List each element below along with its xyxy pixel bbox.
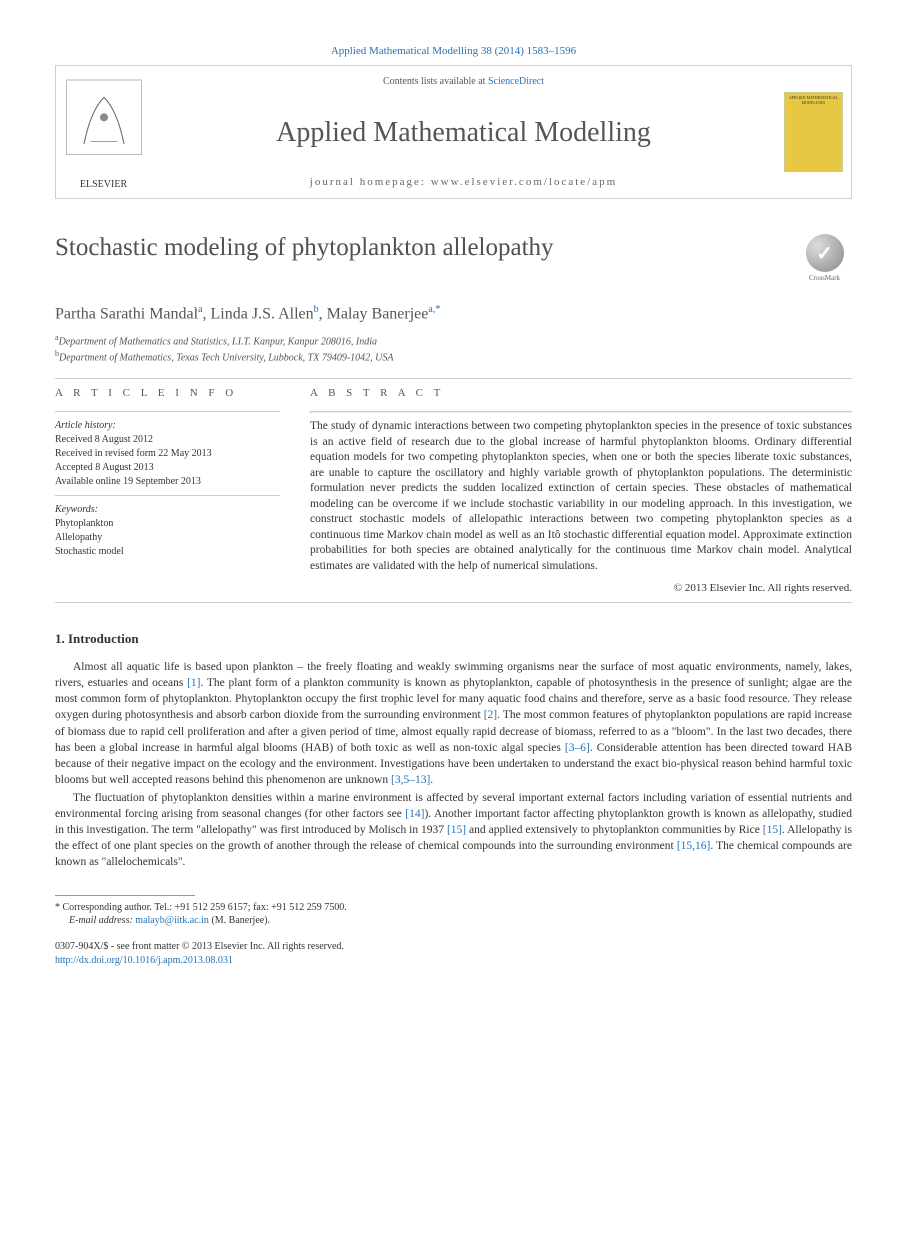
- keyword-2: Allelopathy: [55, 531, 280, 545]
- abstract-label: A B S T R A C T: [310, 387, 852, 399]
- keyword-1: Phytoplankton: [55, 517, 280, 531]
- history-head: Article history:: [55, 420, 280, 431]
- homepage-url[interactable]: www.elsevier.com/locate/apm: [431, 176, 617, 188]
- author-1[interactable]: Partha Sarathi Mandal: [55, 305, 198, 322]
- copyright-line: © 2013 Elsevier Inc. All rights reserved…: [310, 582, 852, 594]
- divider: [55, 602, 852, 603]
- received-date: Received 8 August 2012: [55, 433, 280, 447]
- abstract-text: The study of dynamic interactions betwee…: [310, 419, 852, 574]
- authors-line: Partha Sarathi Mandala, Linda J.S. Allen…: [55, 304, 852, 323]
- author-2-aff[interactable]: b: [314, 304, 319, 315]
- abstract-column: A B S T R A C T The study of dynamic int…: [310, 387, 852, 594]
- p2c: and applied extensively to phytoplankton…: [466, 824, 763, 836]
- affiliation-b: bDepartment of Mathematics, Texas Tech U…: [55, 349, 852, 363]
- article-title: Stochastic modeling of phytoplankton all…: [55, 234, 797, 262]
- journal-cover-image: APPLIED MATHEMATICAL MODELLING: [784, 92, 843, 172]
- contents-prefix: Contents lists available at: [383, 76, 488, 87]
- journal-title: Applied Mathematical Modelling: [166, 117, 761, 149]
- accepted-date: Accepted 8 August 2013: [55, 461, 280, 475]
- sciencedirect-link[interactable]: ScienceDirect: [488, 76, 544, 87]
- author-3[interactable]: Malay Banerjee: [327, 305, 429, 322]
- ref-link-6[interactable]: [15]: [447, 824, 466, 836]
- footer-bottom: 0307-904X/$ - see front matter © 2013 El…: [55, 940, 852, 967]
- ref-link-8[interactable]: [15,16]: [677, 840, 711, 852]
- ref-link-1[interactable]: [1]: [187, 677, 200, 689]
- divider: [310, 411, 852, 413]
- contents-line: Contents lists available at ScienceDirec…: [166, 76, 761, 87]
- intro-paragraph-1: Almost all aquatic life is based upon pl…: [55, 659, 852, 788]
- author-3-aff[interactable]: a,*: [428, 304, 440, 315]
- crossmark-badge[interactable]: ✓ CrossMark: [797, 234, 852, 289]
- elsevier-logo[interactable]: ELSEVIER: [56, 66, 151, 198]
- aff-text-b: Department of Mathematics, Texas Tech Un…: [59, 352, 394, 363]
- info-label: A R T I C L E I N F O: [55, 387, 280, 399]
- crossmark-icon: ✓: [806, 234, 844, 272]
- affiliations: aDepartment of Mathematics and Statistic…: [55, 333, 852, 363]
- p1e: .: [430, 774, 433, 786]
- ref-link-5[interactable]: [14]: [405, 808, 424, 820]
- keywords-head: Keywords:: [55, 504, 280, 515]
- info-abstract-row: A R T I C L E I N F O Article history: R…: [55, 387, 852, 594]
- email-link[interactable]: malayb@iitk.ac.in: [135, 915, 209, 926]
- keyword-3: Stochastic model: [55, 545, 280, 559]
- ref-link-2[interactable]: [2]: [484, 709, 497, 721]
- title-row: Stochastic modeling of phytoplankton all…: [55, 234, 852, 289]
- crossmark-label: CrossMark: [809, 274, 840, 282]
- corresponding-author: * Corresponding author. Tel.: +91 512 25…: [55, 902, 852, 913]
- section-heading-intro: 1. Introduction: [55, 631, 852, 647]
- footnote-divider: [55, 895, 195, 896]
- front-matter-line: 0307-904X/$ - see front matter © 2013 El…: [55, 940, 852, 954]
- email-label: E-mail address:: [69, 915, 135, 926]
- intro-body: Almost all aquatic life is based upon pl…: [55, 659, 852, 870]
- intro-paragraph-2: The fluctuation of phytoplankton densiti…: [55, 790, 852, 870]
- homepage-prefix: journal homepage:: [310, 176, 431, 188]
- divider: [55, 378, 852, 379]
- journal-cover[interactable]: APPLIED MATHEMATICAL MODELLING: [776, 66, 851, 198]
- online-date: Available online 19 September 2013: [55, 475, 280, 489]
- divider: [55, 495, 280, 496]
- header-citation: Applied Mathematical Modelling 38 (2014)…: [55, 45, 852, 57]
- doi-link[interactable]: http://dx.doi.org/10.1016/j.apm.2013.08.…: [55, 955, 233, 966]
- author-1-aff[interactable]: a: [198, 304, 202, 315]
- affiliation-a: aDepartment of Mathematics and Statistic…: [55, 333, 852, 347]
- article-info-column: A R T I C L E I N F O Article history: R…: [55, 387, 280, 594]
- cover-title: APPLIED MATHEMATICAL MODELLING: [785, 93, 842, 107]
- email-line: E-mail address: malayb@iitk.ac.in (M. Ba…: [55, 915, 852, 926]
- revised-date: Received in revised form 22 May 2013: [55, 447, 280, 461]
- ref-link-7[interactable]: [15]: [763, 824, 782, 836]
- author-2[interactable]: Linda J.S. Allen: [211, 305, 314, 322]
- ref-link-4[interactable]: [3,5–13]: [391, 774, 430, 786]
- header-center: Contents lists available at ScienceDirec…: [151, 66, 776, 198]
- aff-text-a: Department of Mathematics and Statistics…: [59, 337, 377, 348]
- elsevier-logo-text: ELSEVIER: [64, 179, 144, 190]
- ref-link-3[interactable]: [3–6]: [565, 742, 590, 754]
- divider: [55, 411, 280, 412]
- email-author: (M. Banerjee).: [209, 915, 270, 926]
- homepage-line: journal homepage: www.elsevier.com/locat…: [166, 176, 761, 188]
- header-box: ELSEVIER Contents lists available at Sci…: [55, 65, 852, 199]
